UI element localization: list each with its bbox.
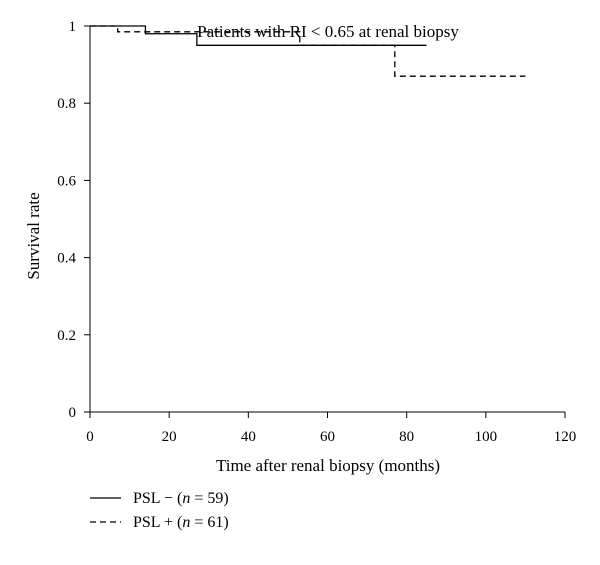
- legend: PSL − (n = 59) PSL + (n = 61): [90, 490, 229, 531]
- y-axis-ticks: 0 0.2 0.4 0.6 0.8 1: [57, 19, 90, 421]
- legend-label: PSL − (n = 59): [133, 490, 229, 507]
- series-line-psl-minus: [90, 25, 427, 46]
- x-tick-label: 60: [320, 429, 335, 445]
- x-tick-label: 0: [86, 429, 94, 445]
- y-tick-label: 0.6: [57, 173, 76, 189]
- y-tick-label: 0.4: [57, 251, 76, 267]
- x-tick-label: 100: [475, 429, 498, 445]
- y-tick-label: 0: [69, 405, 77, 421]
- x-axis-ticks: 0 20 40 60 80 100 120: [86, 412, 576, 445]
- y-tick-label: 1: [69, 19, 77, 35]
- series-layer: [90, 25, 526, 77]
- series-line-psl-plus: [90, 25, 526, 77]
- chart-title: Patients with RI < 0.65 at renal biopsy: [197, 22, 459, 41]
- y-tick-label: 0.8: [57, 96, 76, 112]
- x-tick-label: 80: [399, 429, 414, 445]
- y-axis-label: Survival rate: [24, 192, 43, 279]
- y-tick-label: 0.2: [57, 328, 76, 344]
- x-tick-label: 40: [241, 429, 256, 445]
- legend-label: PSL + (n = 61): [133, 514, 229, 531]
- x-tick-label: 20: [162, 429, 177, 445]
- x-axis-label: Time after renal biopsy (months): [216, 456, 440, 475]
- x-tick-label: 120: [554, 429, 577, 445]
